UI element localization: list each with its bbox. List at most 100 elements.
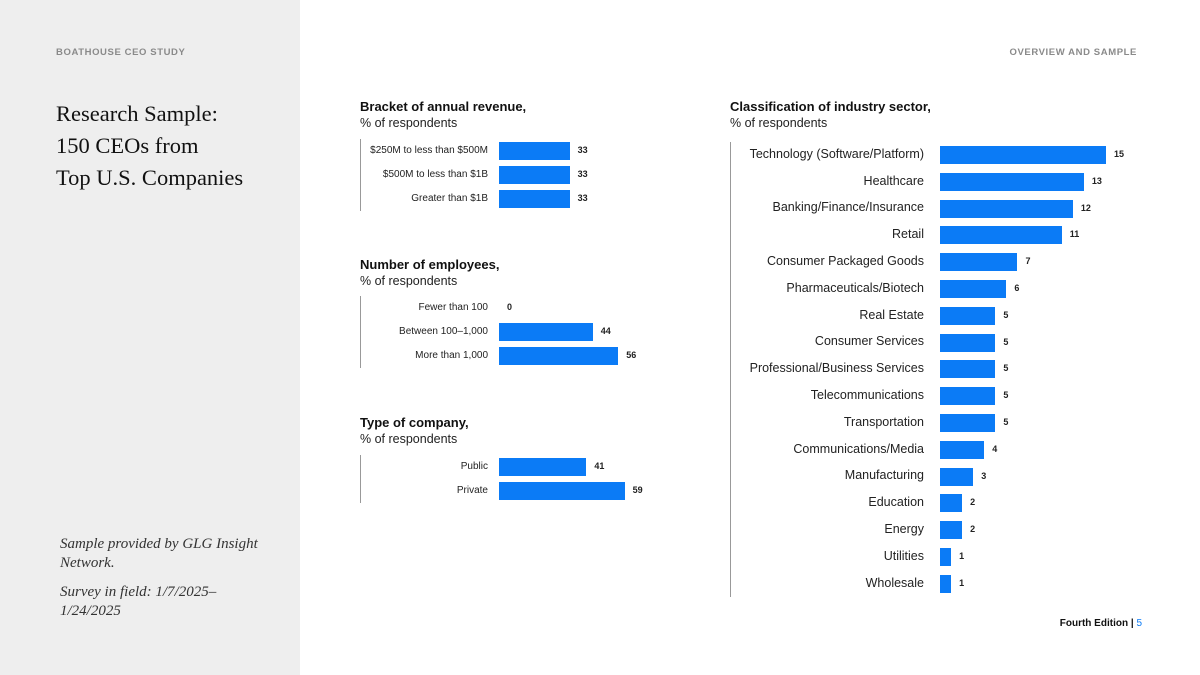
- bar: [940, 199, 1073, 218]
- edition-label: Fourth Edition |: [1059, 618, 1134, 629]
- sidebar-panel: [0, 0, 300, 675]
- page-title: Research Sample: 150 CEOs from Top U.S. …: [56, 98, 296, 194]
- data-label: 44: [600, 326, 611, 336]
- bar: [940, 494, 963, 513]
- data-label: 12: [1080, 202, 1091, 213]
- category-label: Technology (Software/Platform): [749, 146, 924, 161]
- chart-title: Classification of industry sector,: [730, 99, 931, 114]
- bar: [940, 387, 996, 406]
- sample-source-note: Sample provided by GLG Insight Network.: [60, 536, 258, 571]
- study-label: BOATHOUSE CEO STUDY: [56, 47, 186, 58]
- bar: [499, 347, 619, 365]
- title-line: Research Sample:: [56, 101, 218, 126]
- bar: [940, 172, 1084, 191]
- category-label: Wholesale: [865, 575, 924, 590]
- bar: [940, 280, 1007, 298]
- chart-axis-line: [360, 296, 361, 368]
- chart-subtitle: % of respondents: [360, 274, 458, 288]
- category-label: Pharmaceuticals/Biotech: [786, 280, 924, 295]
- data-label: 0: [507, 302, 513, 312]
- section-label: OVERVIEW AND SAMPLE: [1009, 47, 1137, 58]
- category-label: Professional/Business Services: [749, 361, 924, 376]
- chart-axis-line: [360, 139, 361, 211]
- bar: [499, 166, 570, 184]
- category-label: More than 1,000: [415, 349, 488, 361]
- chart-title: Bracket of annual revenue,: [360, 99, 527, 114]
- category-label: Between 100–1,000: [399, 325, 488, 337]
- category-label: Energy: [884, 522, 924, 537]
- chart-heading: Classification of industry sector, % of r…: [730, 99, 931, 131]
- data-label: 11: [1069, 229, 1080, 240]
- page-number: 5: [1136, 618, 1142, 629]
- bar: [499, 323, 593, 341]
- data-label: 7: [1025, 256, 1031, 267]
- chart-subtitle: % of respondents: [360, 116, 458, 130]
- chart-subtitle: % of respondents: [360, 432, 458, 446]
- category-label: Fewer than 100: [418, 301, 489, 313]
- chart-subtitle: % of respondents: [730, 116, 828, 130]
- bar: [940, 226, 1062, 245]
- data-label: 33: [577, 169, 588, 179]
- category-label: Healthcare: [863, 173, 924, 188]
- category-label: Utilities: [883, 548, 924, 563]
- title-line: 150 CEOs from: [56, 133, 199, 158]
- category-label: Communications/Media: [793, 441, 924, 456]
- chart-heading: Number of employees, % of respondents: [360, 257, 499, 289]
- bar: [940, 521, 963, 540]
- title-line: Top U.S. Companies: [56, 165, 244, 190]
- data-label: 5: [1003, 417, 1009, 427]
- data-label: 41: [594, 461, 605, 471]
- bar: [940, 467, 974, 486]
- category-label: $250M to less than $500M: [370, 144, 488, 156]
- data-label: 6: [1014, 283, 1020, 293]
- data-label: 1: [959, 577, 965, 588]
- category-label: Transportation: [843, 414, 924, 429]
- data-label: 33: [577, 193, 588, 203]
- bar: [940, 548, 952, 566]
- data-label: 2: [970, 524, 976, 535]
- category-label: $500M to less than $1B: [382, 168, 488, 180]
- category-label: Real Estate: [859, 307, 924, 322]
- bar: [940, 414, 996, 432]
- survey-dates-note: Survey in field: 1/7/2025–1/24/2025: [60, 584, 217, 619]
- data-label: 3: [981, 470, 987, 481]
- category-label: Banking/Finance/Insurance: [772, 200, 924, 215]
- category-label: Public: [460, 460, 488, 472]
- bar: [940, 306, 996, 325]
- data-label: 1: [959, 551, 965, 561]
- category-label: Retail: [892, 227, 924, 242]
- data-label: 5: [1003, 390, 1009, 401]
- bar: [499, 190, 570, 208]
- data-label: 4: [992, 443, 998, 454]
- category-label: Consumer Packaged Goods: [766, 254, 924, 269]
- data-label: 56: [626, 350, 637, 360]
- bar: [940, 440, 985, 459]
- bar: [940, 574, 952, 593]
- bar: [940, 146, 1107, 164]
- chart-axis-line: [730, 141, 731, 598]
- bar: [499, 458, 587, 476]
- chart-heading: Type of company, % of respondents: [360, 415, 469, 447]
- bar: [940, 253, 1018, 272]
- data-label: 2: [970, 497, 976, 508]
- data-label: 5: [1003, 309, 1009, 320]
- footer: Fourth Edition | 5: [1060, 618, 1142, 629]
- data-label: 15: [1114, 149, 1125, 159]
- bar: [940, 333, 996, 352]
- data-label: 5: [1003, 363, 1009, 374]
- category-label: Education: [868, 495, 924, 510]
- category-label: Private: [456, 484, 488, 496]
- bar: [499, 482, 625, 500]
- data-label: 59: [632, 485, 643, 495]
- category-label: Greater than $1B: [411, 192, 488, 204]
- data-label: 5: [1003, 336, 1009, 347]
- bar: [940, 360, 996, 379]
- category-label: Telecommunications: [810, 388, 924, 403]
- category-label: Consumer Services: [814, 334, 924, 349]
- chart-axis-line: [360, 455, 361, 503]
- chart-heading: Bracket of annual revenue, % of responden…: [360, 99, 526, 131]
- bar: [499, 142, 570, 160]
- category-label: Manufacturing: [844, 468, 924, 483]
- data-label: 13: [1091, 175, 1102, 186]
- data-label: 33: [577, 145, 588, 155]
